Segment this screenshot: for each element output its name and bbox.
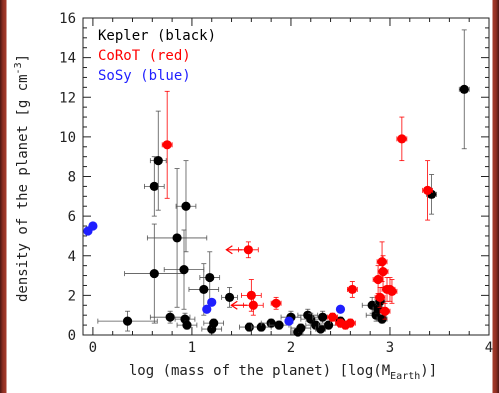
x-tick-label: 3 bbox=[386, 340, 394, 356]
data-point bbox=[243, 245, 253, 255]
y-tick-label: 0 bbox=[68, 328, 76, 344]
data-point bbox=[335, 304, 346, 314]
data-point bbox=[149, 181, 159, 192]
data-point bbox=[387, 286, 397, 297]
series-sosy bbox=[83, 221, 346, 326]
series-corot bbox=[161, 90, 433, 330]
x-axis-label: log (mass of the planet) [log(MEarth)] bbox=[129, 363, 437, 382]
data-point bbox=[207, 297, 217, 307]
data-point bbox=[224, 292, 235, 302]
y-tick-label: 14 bbox=[59, 51, 76, 67]
data-point bbox=[378, 267, 388, 277]
data-point bbox=[271, 298, 281, 308]
y-tick-label: 6 bbox=[68, 209, 76, 225]
data-point bbox=[205, 272, 215, 283]
data-point bbox=[122, 316, 133, 326]
legend: Kepler (black) CoRoT (red) SoSy (blue) bbox=[98, 28, 216, 84]
data-point bbox=[318, 312, 328, 322]
x-tick-label: 2 bbox=[287, 340, 295, 356]
data-point bbox=[377, 314, 387, 324]
data-point bbox=[327, 312, 338, 322]
x-tick-label: 0 bbox=[89, 340, 97, 356]
data-point bbox=[274, 320, 284, 330]
data-point bbox=[181, 201, 191, 211]
data-point bbox=[373, 274, 383, 285]
series-kepler bbox=[97, 29, 470, 337]
legend-entry: Kepler (black) bbox=[98, 28, 216, 44]
data-point bbox=[323, 320, 334, 330]
legend-entry: CoRoT (red) bbox=[98, 48, 191, 64]
data-point bbox=[202, 304, 212, 314]
upper-limit-arrowhead bbox=[225, 245, 233, 255]
upper-limit-arrowhead bbox=[230, 300, 238, 310]
y-axis-label: density of the planet [g cm-3] bbox=[13, 54, 31, 302]
data-point bbox=[182, 320, 192, 330]
data-point bbox=[284, 316, 294, 326]
data-point bbox=[345, 318, 355, 328]
data-point bbox=[347, 284, 357, 295]
y-tick-label: 16 bbox=[59, 11, 76, 27]
y-tick-label: 8 bbox=[68, 170, 76, 186]
data-point bbox=[256, 322, 266, 332]
data-point bbox=[459, 84, 469, 94]
data-layer bbox=[83, 29, 470, 337]
y-tick-label: 4 bbox=[68, 249, 76, 265]
data-point bbox=[199, 284, 209, 295]
data-point bbox=[209, 318, 219, 328]
y-tick-label: 2 bbox=[68, 288, 76, 304]
y-tick-label: 12 bbox=[59, 90, 76, 106]
data-point bbox=[172, 233, 182, 243]
data-point bbox=[397, 134, 407, 144]
data-point bbox=[377, 257, 387, 267]
data-point bbox=[162, 140, 172, 150]
y-tick-label: 10 bbox=[59, 130, 76, 146]
data-point bbox=[296, 323, 306, 333]
x-tick-label: 1 bbox=[188, 340, 196, 356]
data-point bbox=[316, 324, 326, 334]
data-point bbox=[266, 318, 276, 328]
plot-frame-layer bbox=[82, 17, 490, 336]
data-point bbox=[149, 268, 159, 279]
data-point bbox=[88, 221, 98, 231]
legend-entry: SoSy (blue) bbox=[98, 68, 191, 84]
x-tick-label: 4 bbox=[485, 340, 493, 356]
data-point bbox=[179, 265, 189, 275]
data-point bbox=[380, 306, 390, 316]
data-point bbox=[248, 300, 258, 310]
data-point bbox=[153, 156, 163, 166]
data-point bbox=[165, 312, 175, 322]
plot-frame bbox=[82, 17, 490, 336]
data-point bbox=[375, 292, 385, 302]
data-point bbox=[423, 185, 433, 195]
